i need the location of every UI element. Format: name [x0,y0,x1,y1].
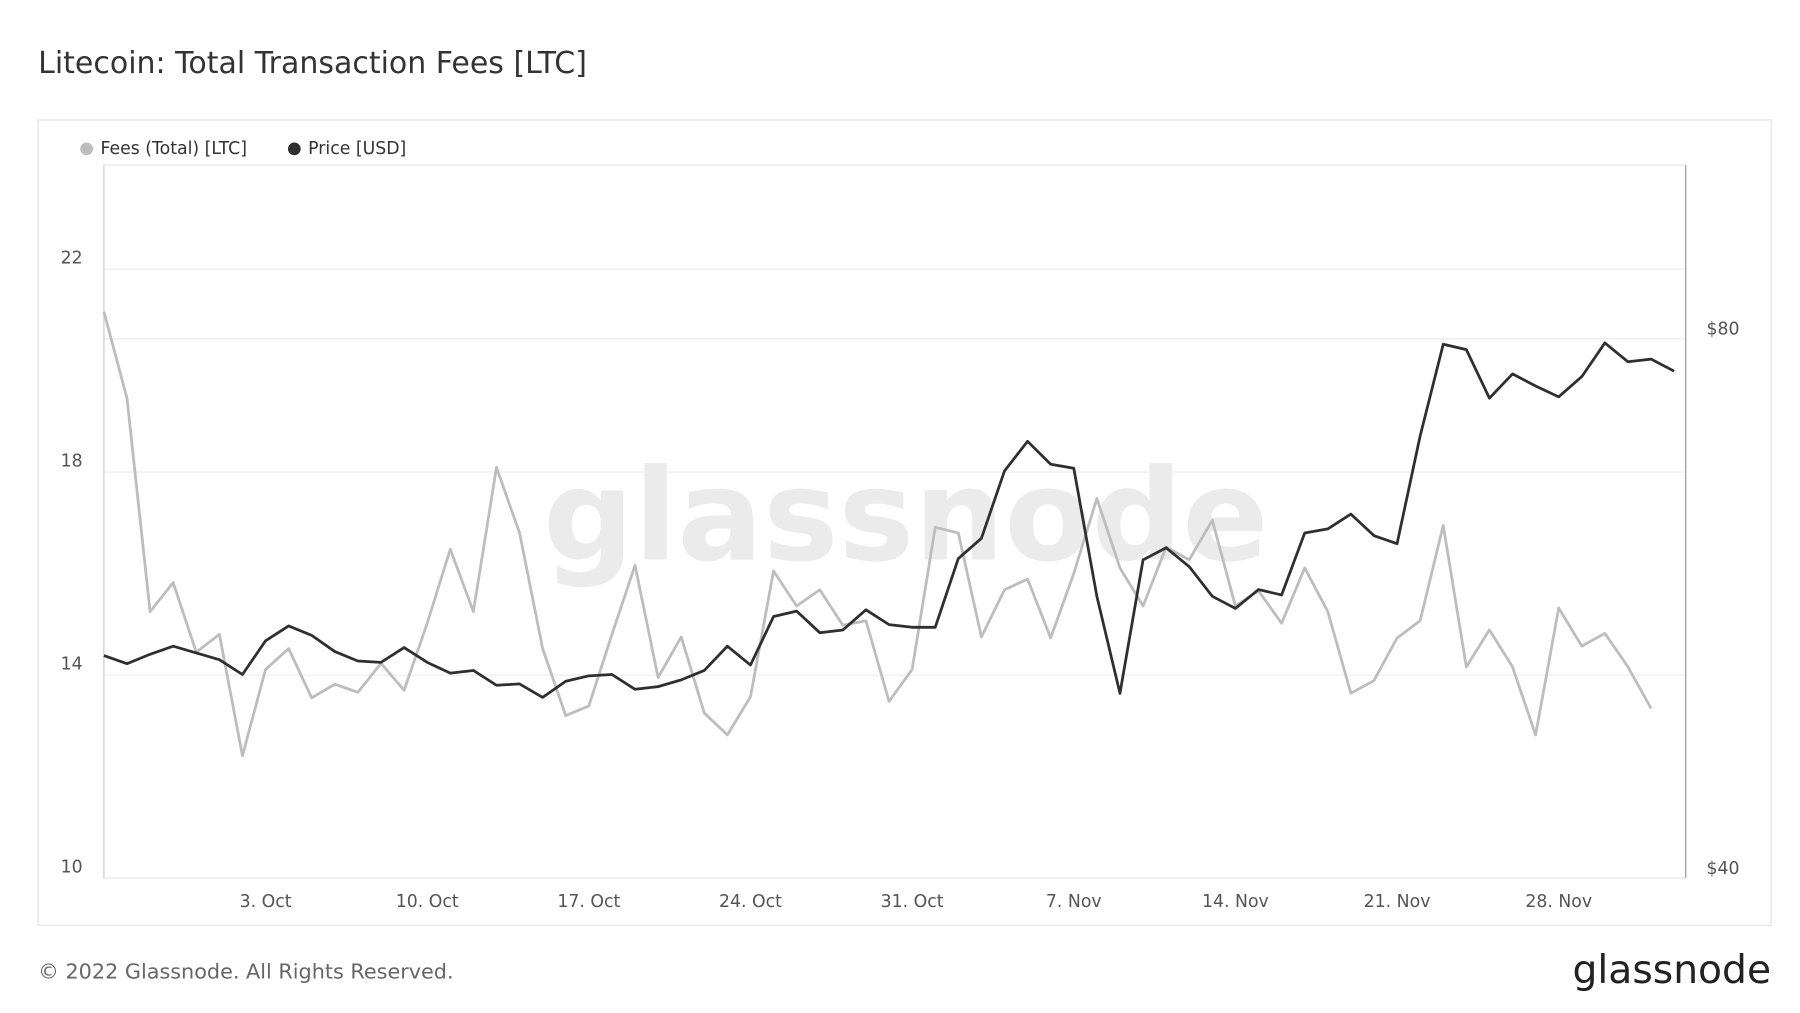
x-tick-label: 24. Oct [719,892,782,912]
legend-label: Fees (Total) [LTC] [100,139,247,159]
logo: glassnode [1573,948,1772,993]
x-tick-label: 28. Nov [1525,892,1592,912]
footer: © 2022 Glassnode. All Rights Reserved. [38,960,453,984]
y-tick-label: 14 [61,655,83,675]
x-tick-label: 17. Oct [557,892,620,912]
chart-title: Litecoin: Total Transaction Fees [LTC] [38,46,587,81]
y-tick-label: 18 [61,452,83,472]
legend-marker [80,142,93,156]
y2-tick-label: $40 [1706,859,1739,879]
watermark: glassnode [543,442,1269,590]
x-tick-label: 14. Nov [1202,892,1269,912]
x-tick-label: 7. Nov [1046,892,1102,912]
x-tick-label: 3. Oct [240,892,292,912]
series-line [102,311,1653,758]
legend-label: Price [USD] [308,139,406,159]
legend-marker [287,142,301,156]
x-tick-label: 10. Oct [396,892,459,912]
x-tick-label: 21. Nov [1364,892,1431,912]
y2-tick-label: $80 [1706,320,1739,340]
chart-frame [37,119,1772,926]
y-tick-label: 10 [61,858,83,878]
y-tick-label: 22 [61,249,83,269]
x-tick-label: 31. Oct [881,892,944,912]
series-line [103,341,1675,699]
